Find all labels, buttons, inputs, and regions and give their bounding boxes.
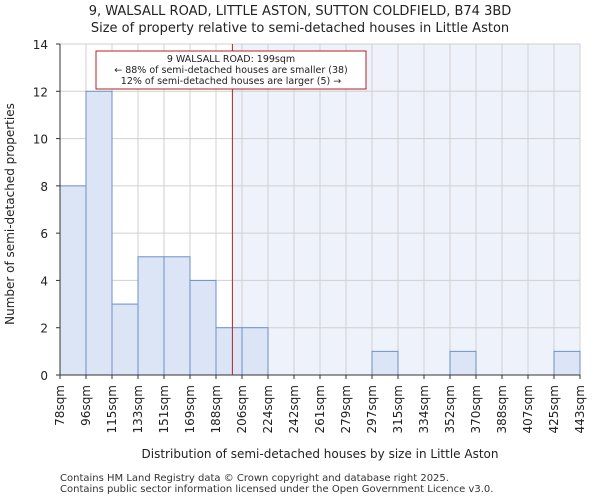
y-tick-label: 0 [40, 369, 48, 383]
x-tick-label: 443sqm [573, 385, 587, 433]
bar-297sqm [371, 350, 399, 376]
x-tick-label: 370sqm [469, 385, 483, 433]
x-tick-label: 96sqm [79, 385, 93, 426]
x-tick-label: 334sqm [417, 385, 431, 433]
y-axis-label: Number of semi-detached properties [3, 103, 17, 325]
x-axis-label: Distribution of semi-detached houses by … [142, 447, 499, 461]
bar-96sqm [85, 90, 113, 376]
x-tick-label: 151sqm [157, 385, 171, 433]
x-tick-label: 279sqm [339, 385, 353, 433]
bar-169sqm [189, 279, 217, 376]
y-tick-label: 14 [33, 38, 48, 52]
chart-title-address: 9, WALSALL ROAD, LITTLE ASTON, SUTTON CO… [88, 4, 512, 19]
bar-206sqm [241, 327, 269, 376]
bar-188sqm [215, 327, 243, 376]
bar-78sqm [59, 185, 87, 376]
y-tick-label: 12 [33, 85, 48, 99]
x-tick-label: 206sqm [235, 385, 249, 433]
y-tick-label: 10 [33, 133, 48, 147]
bar-133sqm [137, 256, 165, 376]
x-tick-label: 133sqm [131, 385, 145, 433]
x-tick-label: 261sqm [313, 385, 327, 433]
annotation-line-2: ← 88% of semi-detached houses are smalle… [114, 65, 348, 76]
bar-115sqm [111, 303, 139, 376]
y-tick-label: 8 [40, 180, 48, 194]
x-tick-label: 315sqm [391, 385, 405, 433]
x-tick-label: 188sqm [209, 385, 223, 433]
y-tick-label: 6 [40, 227, 48, 241]
footer-copyright: Contains HM Land Registry data © Crown c… [60, 473, 449, 484]
larger-region-shade [232, 44, 581, 375]
x-tick-label: 388sqm [495, 385, 509, 433]
chart-title-subtitle: Size of property relative to semi-detach… [90, 21, 510, 36]
y-tick-label: 2 [40, 322, 48, 336]
x-tick-label: 115sqm [105, 385, 119, 433]
bar-425sqm [553, 350, 581, 376]
x-tick-label: 169sqm [183, 385, 197, 433]
x-tick-label: 242sqm [287, 385, 301, 433]
footer-licence: Contains public sector information licen… [60, 484, 494, 495]
x-tick-label: 78sqm [53, 385, 67, 426]
x-tick-label: 352sqm [443, 385, 457, 433]
x-tick-label: 224sqm [261, 385, 275, 433]
annotation-box [95, 50, 367, 90]
x-tick-label: 407sqm [521, 385, 535, 433]
x-tick-label: 425sqm [547, 385, 561, 433]
annotation-line-1: 9 WALSALL ROAD: 199sqm [167, 54, 295, 65]
bar-352sqm [449, 350, 477, 376]
x-tick-label: 297sqm [365, 385, 379, 433]
y-tick-label: 4 [40, 274, 48, 288]
bar-151sqm [163, 256, 191, 376]
annotation-line-3: 12% of semi-detached houses are larger (… [121, 76, 341, 87]
